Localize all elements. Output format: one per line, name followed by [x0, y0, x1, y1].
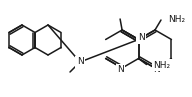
Text: NH₂: NH₂	[168, 15, 185, 24]
Text: N: N	[138, 33, 144, 42]
Text: N: N	[77, 58, 83, 67]
Text: NH₂: NH₂	[154, 61, 171, 69]
Text: N: N	[117, 65, 124, 74]
Text: N: N	[154, 65, 160, 74]
